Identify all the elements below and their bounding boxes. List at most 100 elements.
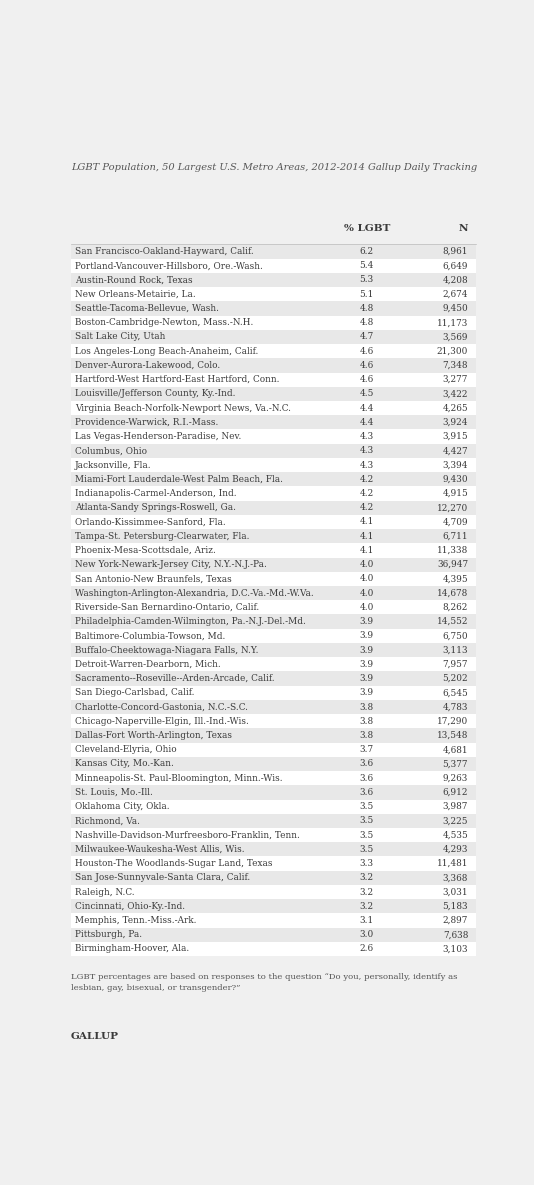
Text: Phoenix-Mesa-Scottsdale, Ariz.: Phoenix-Mesa-Scottsdale, Ariz.: [75, 546, 216, 555]
Text: 4.2: 4.2: [360, 489, 374, 498]
Text: 3.1: 3.1: [360, 916, 374, 925]
Text: 4.1: 4.1: [359, 518, 374, 526]
Text: 8,961: 8,961: [443, 246, 468, 256]
Text: 21,300: 21,300: [437, 347, 468, 356]
Text: Detroit-Warren-Dearborn, Mich.: Detroit-Warren-Dearborn, Mich.: [75, 660, 221, 668]
Text: 3.9: 3.9: [360, 646, 374, 654]
Text: Seattle-Tacoma-Bellevue, Wash.: Seattle-Tacoma-Bellevue, Wash.: [75, 303, 219, 313]
Text: 5,202: 5,202: [443, 674, 468, 683]
Text: 3.9: 3.9: [360, 674, 374, 683]
Text: 5,377: 5,377: [443, 760, 468, 768]
Text: 3.7: 3.7: [360, 745, 374, 754]
Text: 3.9: 3.9: [360, 617, 374, 626]
Text: 7,638: 7,638: [443, 930, 468, 940]
Text: 6,711: 6,711: [443, 532, 468, 540]
Text: LGBT percentages are based on responses to the question “Do you, personally, ide: LGBT percentages are based on responses …: [71, 973, 458, 992]
Text: 3.8: 3.8: [360, 717, 374, 725]
Text: San Jose-Sunnyvale-Santa Clara, Calif.: San Jose-Sunnyvale-Santa Clara, Calif.: [75, 873, 250, 883]
Text: 9,263: 9,263: [443, 774, 468, 782]
Bar: [71, 415, 476, 429]
Text: 4,265: 4,265: [443, 404, 468, 412]
Text: 3,368: 3,368: [443, 873, 468, 883]
Text: Hartford-West Hartford-East Hartford, Conn.: Hartford-West Hartford-East Hartford, Co…: [75, 376, 279, 384]
Bar: [71, 558, 476, 572]
Bar: [71, 700, 476, 715]
Text: Providence-Warwick, R.I.-Mass.: Providence-Warwick, R.I.-Mass.: [75, 418, 218, 427]
Bar: [71, 615, 476, 629]
Text: 3,277: 3,277: [443, 376, 468, 384]
Text: 3,924: 3,924: [443, 418, 468, 427]
Bar: [71, 942, 476, 956]
Text: 3,422: 3,422: [443, 390, 468, 398]
Text: 4,681: 4,681: [443, 745, 468, 754]
Bar: [71, 500, 476, 514]
Text: 4.0: 4.0: [359, 589, 374, 597]
Text: 4,208: 4,208: [443, 275, 468, 284]
Text: 14,678: 14,678: [437, 589, 468, 597]
Text: 5.3: 5.3: [360, 275, 374, 284]
Text: Boston-Cambridge-Newton, Mass.-N.H.: Boston-Cambridge-Newton, Mass.-N.H.: [75, 319, 254, 327]
Text: Dallas-Fort Worth-Arlington, Texas: Dallas-Fort Worth-Arlington, Texas: [75, 731, 232, 739]
Text: Miami-Fort Lauderdale-West Palm Beach, Fla.: Miami-Fort Lauderdale-West Palm Beach, F…: [75, 475, 283, 483]
Text: St. Louis, Mo.-Ill.: St. Louis, Mo.-Ill.: [75, 788, 153, 796]
Text: 8,262: 8,262: [443, 603, 468, 611]
Text: Baltimore-Columbia-Towson, Md.: Baltimore-Columbia-Towson, Md.: [75, 632, 225, 640]
Text: Kansas City, Mo.-Kan.: Kansas City, Mo.-Kan.: [75, 760, 174, 768]
Text: Memphis, Tenn.-Miss.-Ark.: Memphis, Tenn.-Miss.-Ark.: [75, 916, 197, 925]
Text: Philadelphia-Camden-Wilmington, Pa.-N.J.-Del.-Md.: Philadelphia-Camden-Wilmington, Pa.-N.J.…: [75, 617, 306, 626]
Text: Austin-Round Rock, Texas: Austin-Round Rock, Texas: [75, 275, 193, 284]
Bar: [71, 472, 476, 486]
Text: Minneapolis-St. Paul-Bloomington, Minn.-Wis.: Minneapolis-St. Paul-Bloomington, Minn.-…: [75, 774, 282, 782]
Bar: [71, 514, 476, 529]
Text: 6.2: 6.2: [360, 246, 374, 256]
Text: 4,293: 4,293: [443, 845, 468, 854]
Text: Oklahoma City, Okla.: Oklahoma City, Okla.: [75, 802, 170, 812]
Text: 3,225: 3,225: [443, 816, 468, 826]
Text: 4,709: 4,709: [443, 518, 468, 526]
Text: 3,569: 3,569: [443, 333, 468, 341]
Text: San Antonio-New Braunfels, Texas: San Antonio-New Braunfels, Texas: [75, 575, 232, 583]
Text: Birmingham-Hoover, Ala.: Birmingham-Hoover, Ala.: [75, 944, 189, 954]
Bar: [71, 572, 476, 587]
Text: 7,957: 7,957: [443, 660, 468, 668]
Text: 9,450: 9,450: [443, 303, 468, 313]
Bar: [71, 672, 476, 686]
Bar: [71, 287, 476, 301]
Bar: [71, 757, 476, 771]
Bar: [71, 358, 476, 372]
Text: Orlando-Kissimmee-Sanford, Fla.: Orlando-Kissimmee-Sanford, Fla.: [75, 518, 226, 526]
Text: 4,783: 4,783: [443, 703, 468, 711]
Text: 4,395: 4,395: [443, 575, 468, 583]
Bar: [71, 857, 476, 871]
Text: Milwaukee-Waukesha-West Allis, Wis.: Milwaukee-Waukesha-West Allis, Wis.: [75, 845, 245, 854]
Text: 17,290: 17,290: [437, 717, 468, 725]
Bar: [71, 843, 476, 857]
Bar: [71, 686, 476, 700]
Text: 3,113: 3,113: [443, 646, 468, 654]
Text: 4.8: 4.8: [360, 303, 374, 313]
Text: 6,750: 6,750: [443, 632, 468, 640]
Text: % LGBT: % LGBT: [343, 224, 390, 233]
Text: Sacramento--Roseville--Arden-Arcade, Calif.: Sacramento--Roseville--Arden-Arcade, Cal…: [75, 674, 274, 683]
Bar: [71, 443, 476, 457]
Text: 4.6: 4.6: [360, 347, 374, 356]
Bar: [71, 457, 476, 472]
Text: San Diego-Carlsbad, Calif.: San Diego-Carlsbad, Calif.: [75, 688, 194, 697]
Text: 4.3: 4.3: [360, 461, 374, 469]
Text: 3.3: 3.3: [360, 859, 374, 869]
Text: 4.5: 4.5: [359, 390, 374, 398]
Text: 4.1: 4.1: [359, 546, 374, 555]
Bar: [71, 344, 476, 358]
Text: Columbus, Ohio: Columbus, Ohio: [75, 447, 147, 455]
Text: 3.5: 3.5: [360, 831, 374, 840]
Bar: [71, 715, 476, 729]
Text: 13,548: 13,548: [437, 731, 468, 739]
Bar: [71, 529, 476, 543]
Text: 12,270: 12,270: [437, 504, 468, 512]
Text: 7,348: 7,348: [443, 361, 468, 370]
Text: 3.5: 3.5: [360, 845, 374, 854]
Bar: [71, 587, 476, 601]
Bar: [71, 800, 476, 814]
Bar: [71, 814, 476, 828]
Bar: [71, 372, 476, 386]
